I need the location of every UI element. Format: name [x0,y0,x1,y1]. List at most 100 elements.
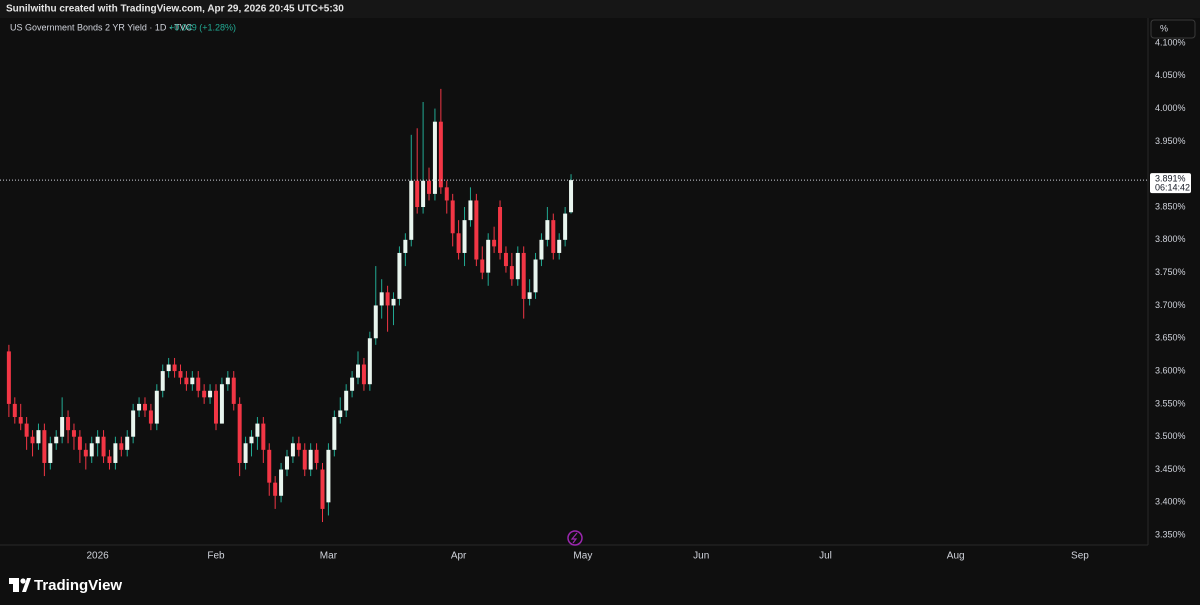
plot: 3.350% 3.400% 3.450% 3.500% 3.550% 3.600% 3.65… [0,37,1191,562]
candle-body [356,364,361,378]
candle-body [474,200,479,260]
candle-body [421,180,426,208]
candle-body [148,410,153,424]
candle-body [509,266,514,280]
candle-body [427,180,432,194]
logo-shape [20,578,26,584]
candle-body [444,187,449,201]
x-tick-label: Mar [320,551,338,562]
candle-body [231,377,236,404]
y-tick-label: 3.950% [1155,136,1186,146]
candle-body [468,200,473,221]
candle-body [101,436,106,457]
candle-body [515,252,520,280]
candle-body [373,305,378,339]
candle-body [492,239,497,247]
y-tick-label: 4.000% [1155,103,1186,113]
candle-body [107,456,112,463]
candle-body [42,430,47,463]
candle-body [243,443,248,463]
candle-body [160,371,165,391]
candle-body [320,469,325,509]
candle-body [178,371,183,378]
candle-body [498,207,503,253]
candle-body [285,456,289,470]
candle-body [219,384,224,424]
y-tick-label: 3.750% [1155,267,1186,277]
candle-body [113,443,118,463]
event-icon-bolt [570,532,578,544]
candle-body [54,436,59,444]
candle-body [379,292,384,306]
candle-body [569,180,574,213]
candle-body [332,417,337,450]
x-tick-label: Aug [947,551,965,562]
candle-body [361,364,366,385]
y-tick-label: 3.650% [1155,333,1186,343]
candle-body [367,338,372,385]
candle-body [77,436,82,450]
candle-body [551,220,556,253]
candle-body [137,403,142,411]
x-tick-label: Sep [1071,551,1089,562]
candle-body [131,410,136,437]
candle-body [12,403,17,418]
countdown-label: 06:14:42 [1155,182,1190,192]
candle-body [166,364,171,372]
unit-button-label[interactable]: % [1160,23,1168,33]
candle-body [249,436,254,444]
candle-body [557,239,562,253]
candle-body [208,390,213,398]
candle-body [527,292,532,299]
candle-body [184,377,189,385]
y-tick-label: 3.700% [1155,300,1186,310]
footer-logo-text: TradingView [34,577,122,594]
candle-body [60,417,65,437]
candle-body [83,449,88,457]
candle-body [563,213,568,240]
candle-body [172,364,177,372]
candle-body [314,449,319,463]
candle-body [415,180,420,208]
unit-button[interactable] [1150,19,1196,39]
x-tick-label: May [573,551,592,562]
candle-body [326,449,331,503]
x-tick-label: 2026 [87,551,110,562]
candle-body [391,298,396,306]
candle-body [125,436,130,450]
candle-body [480,259,485,273]
candle-body [24,423,29,437]
y-tick-label: 3.600% [1155,365,1186,375]
candle-body [66,417,71,431]
candle-body [533,259,538,293]
x-tick-label: Apr [451,551,467,562]
x-tick-label: Jul [819,551,832,562]
chart-title: US Government Bonds 2 YR Yield · 1D · TV… [10,22,193,32]
candle-body [432,121,437,194]
candle-body [521,252,526,299]
candle-body [267,449,272,483]
candle-body [273,482,278,496]
candle-body [486,239,491,273]
y-tick-label: 3.550% [1155,398,1186,408]
candle-body [202,390,207,398]
candle-body [450,200,455,234]
y-tick-label: 3.450% [1155,464,1186,474]
footer-logo: TradingView [9,577,122,594]
candle-body [18,417,23,424]
y-tick-label: 4.050% [1155,70,1186,80]
candle-body [296,443,301,450]
change-text: +0.049 (+1.28%) [169,22,236,32]
candle-body [409,180,414,240]
event-icon[interactable] [567,530,583,546]
candle-body [71,430,76,437]
candle-body [438,121,443,188]
y-tick-label: 3.850% [1155,201,1186,211]
candle-body [6,351,11,404]
candle-body [350,377,355,391]
candle-body [302,449,307,470]
candle-body [213,390,218,424]
